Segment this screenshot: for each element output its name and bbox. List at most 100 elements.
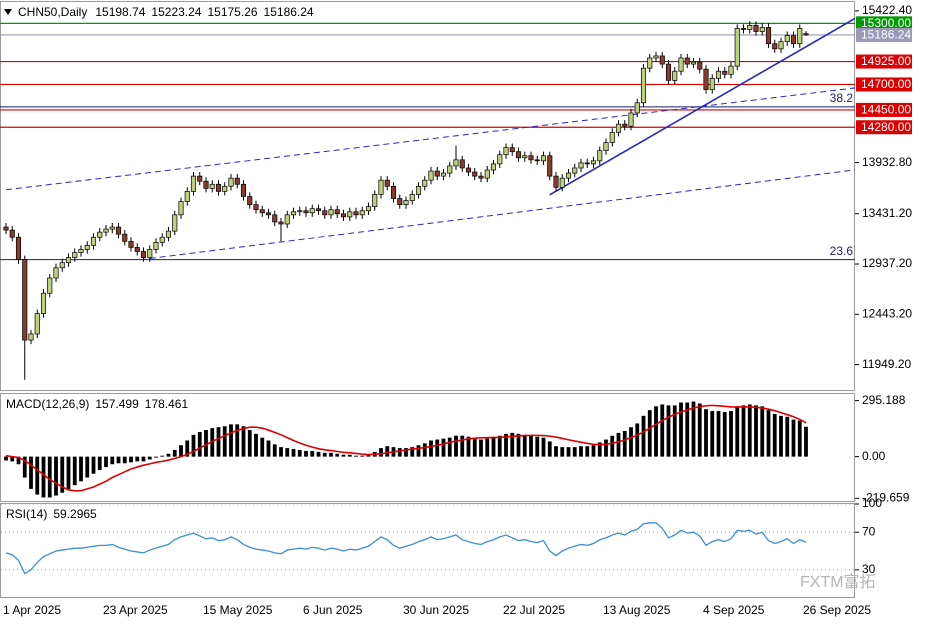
x-tick-label: 13 Aug 2025 xyxy=(603,603,671,617)
axes: 15422.40 13932.80 13431.20 12937.20 12443.20… xyxy=(3,3,912,617)
candle-body xyxy=(284,214,290,225)
macd-bar xyxy=(422,443,427,457)
macd-bar xyxy=(566,447,571,457)
macd-bar xyxy=(716,411,721,457)
candle-body xyxy=(365,206,372,212)
macd-bar xyxy=(579,446,583,457)
macd-bar xyxy=(629,427,633,457)
macd-bar xyxy=(104,456,108,468)
macd-bar xyxy=(385,446,390,457)
macd-bar xyxy=(666,405,671,457)
candle-body xyxy=(203,180,209,189)
candle-body xyxy=(503,147,509,156)
macd-bar xyxy=(360,455,365,457)
y-tick-label: -219.659 xyxy=(862,491,910,505)
candle-body xyxy=(765,27,772,45)
macd-title: MACD(12,26,9) xyxy=(6,397,89,411)
macd-bar xyxy=(91,456,96,474)
candle-body xyxy=(615,123,622,133)
candle-body xyxy=(165,230,172,238)
macd-bar xyxy=(572,447,577,457)
macd-bar xyxy=(591,445,596,457)
candle-body xyxy=(490,163,497,171)
macd-bar xyxy=(516,433,521,457)
candle-body xyxy=(465,167,472,173)
candle-body xyxy=(322,210,328,216)
macd-bar xyxy=(510,432,515,457)
x-tick-label: 23 Apr 2025 xyxy=(103,603,168,617)
macd-bar xyxy=(441,438,446,457)
candle-body xyxy=(415,185,422,195)
macd-bar xyxy=(479,439,483,457)
trendline xyxy=(139,169,855,261)
candle-body xyxy=(53,267,59,279)
candle-body xyxy=(65,257,72,264)
candle-body xyxy=(734,28,740,67)
candle-body xyxy=(572,167,578,174)
macd-bar xyxy=(641,415,646,457)
macd-bar xyxy=(491,437,496,457)
macd-bar xyxy=(85,456,90,478)
macd-bar xyxy=(697,403,702,457)
candle-body xyxy=(128,240,134,248)
macd-bar xyxy=(135,456,140,462)
rsi-title: RSI(14) xyxy=(6,507,47,521)
macd-bar xyxy=(247,430,252,457)
candle-body xyxy=(240,183,247,197)
symbol: CHN50,Daily xyxy=(18,5,87,19)
candle-body xyxy=(390,185,397,199)
candle-body xyxy=(584,162,590,165)
y-tick-label: 12937.20 xyxy=(862,256,912,270)
macd-bar xyxy=(760,406,765,457)
macd-bar xyxy=(266,440,271,457)
macd-bar xyxy=(366,454,371,457)
candle-body xyxy=(140,251,147,258)
candle-body xyxy=(59,262,65,269)
header-arrow xyxy=(4,9,12,15)
candle-body xyxy=(178,201,184,216)
candle-body xyxy=(272,214,278,223)
candle-body xyxy=(3,226,9,231)
candle-body xyxy=(228,177,234,187)
candle-body xyxy=(703,68,709,90)
rsi-line xyxy=(5,522,807,575)
candle-body xyxy=(190,175,197,192)
rsi-panel-frame xyxy=(0,503,855,598)
macd-bar xyxy=(235,424,240,457)
candle-body xyxy=(90,236,97,246)
macd-bar xyxy=(4,456,8,461)
y-tick-label: 100 xyxy=(862,496,882,510)
macd-bar xyxy=(160,455,165,457)
x-tick-label: 26 Sep 2025 xyxy=(803,603,871,617)
rsi-header: RSI(14) 59.2965 xyxy=(6,507,97,521)
macd-bar xyxy=(197,431,202,457)
candle-body xyxy=(115,226,122,235)
macd-bar xyxy=(304,450,308,457)
macd-bar xyxy=(316,451,321,457)
macd-bar xyxy=(116,456,121,464)
macd-bar xyxy=(204,430,208,457)
candle-body xyxy=(247,196,253,205)
macd-bar xyxy=(585,446,590,457)
candle-body xyxy=(353,211,359,216)
macd-bar xyxy=(379,448,383,457)
candle-body xyxy=(684,57,690,65)
main-plot: 38.2 23.6 xyxy=(0,17,855,380)
candle-body xyxy=(453,159,459,167)
candle-body xyxy=(634,102,640,114)
macd-bar xyxy=(260,437,265,457)
level-label: 14450.00 xyxy=(861,103,911,117)
macd-bar xyxy=(335,453,340,457)
candle-body xyxy=(690,61,697,65)
candle-body xyxy=(290,211,297,216)
candle-body xyxy=(159,236,165,243)
macd-bar xyxy=(291,449,296,457)
candle-body xyxy=(434,170,440,177)
candle-body xyxy=(447,165,453,174)
candle-body xyxy=(297,210,303,213)
macd-bar xyxy=(166,453,171,457)
candle-body xyxy=(665,63,672,81)
candle-body xyxy=(428,170,434,181)
macd-bar xyxy=(547,441,552,457)
